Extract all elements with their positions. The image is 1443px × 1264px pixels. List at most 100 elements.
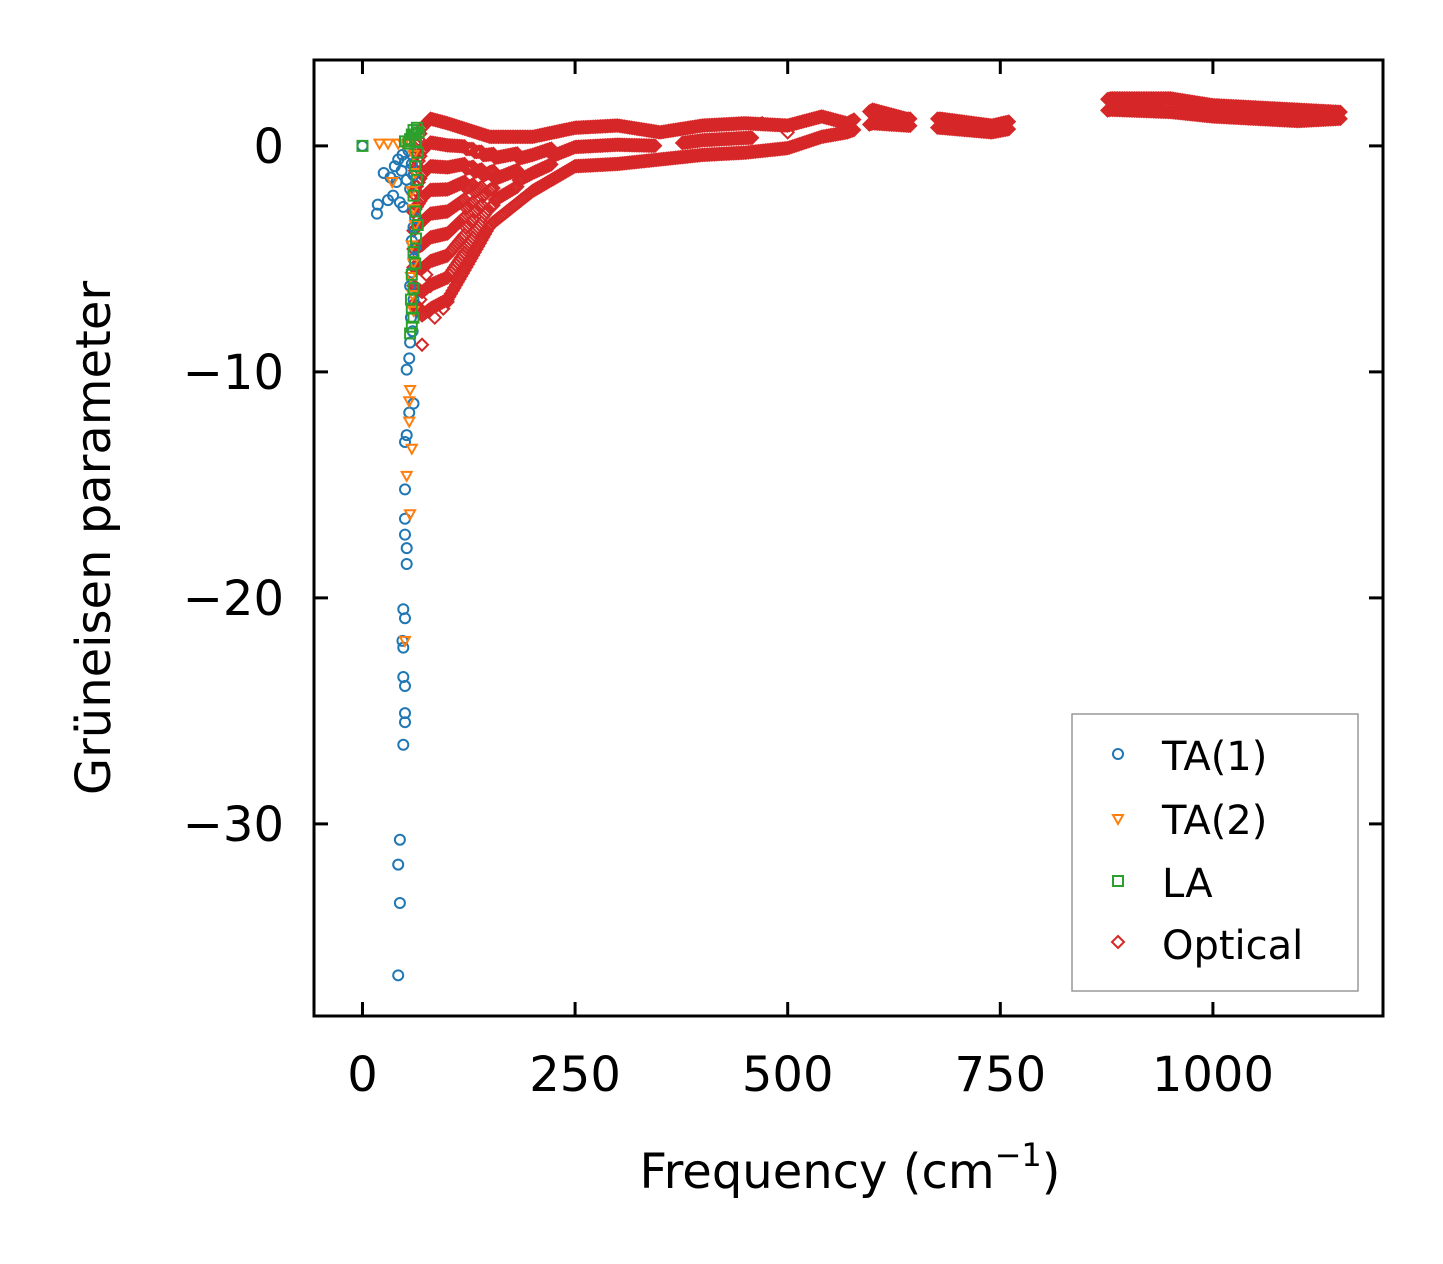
optical-point	[902, 111, 918, 127]
legend-marker-optical	[1110, 934, 1126, 950]
ta1-point	[398, 680, 411, 693]
ta1-point	[398, 483, 411, 496]
optical-point	[1331, 104, 1347, 120]
ta2-point	[399, 470, 414, 483]
optical-point	[846, 122, 862, 138]
ta1-point	[392, 858, 405, 871]
ta1-point	[387, 189, 400, 202]
legend-label-ta2: TA(2)	[1161, 798, 1267, 844]
ta1-point	[398, 528, 411, 541]
ta2-point	[398, 635, 412, 648]
optical-point	[469, 144, 484, 160]
la-point	[405, 320, 418, 333]
la-point	[409, 205, 422, 218]
optical-point	[846, 112, 862, 128]
optical-point	[1333, 111, 1348, 127]
la-point	[411, 218, 424, 231]
ta1-point	[400, 363, 413, 376]
legend-label-la: LA	[1162, 861, 1213, 907]
x-tick-label: 250	[529, 1047, 621, 1103]
optical-point	[452, 138, 467, 154]
ta2-point	[372, 138, 387, 151]
ta1-point	[400, 429, 413, 442]
optical-point	[901, 111, 916, 127]
y-tick-label: 0	[253, 119, 284, 175]
legend: TA(1) TA(2) LA Optical	[1071, 713, 1359, 992]
data-layer	[356, 91, 1348, 982]
optical-point	[480, 147, 496, 163]
optical-point	[899, 111, 915, 127]
la-point	[356, 139, 369, 152]
y-tick-label: −30	[183, 797, 284, 853]
x-axis-title-close: )	[1042, 1144, 1061, 1200]
ta2-point	[402, 396, 416, 409]
optical-point	[1001, 121, 1017, 137]
optical-point	[1001, 114, 1017, 130]
optical-point	[427, 310, 443, 326]
la-point	[407, 189, 420, 202]
optical-point	[902, 118, 918, 134]
y-tick-label: −10	[183, 345, 284, 401]
ta1-point	[398, 435, 411, 448]
la-point	[405, 268, 418, 281]
y-tick-label: −20	[183, 571, 284, 627]
optical-point	[744, 130, 760, 146]
la-point	[410, 232, 423, 245]
optical-point	[423, 278, 438, 294]
x-axis-title-main: Frequency (cm	[639, 1144, 994, 1200]
ta2-point	[405, 443, 419, 456]
la-point	[409, 257, 422, 270]
ta2-point	[408, 168, 422, 181]
ta2-point	[381, 138, 395, 151]
optical-point	[647, 138, 663, 154]
optical-point	[1231, 106, 1246, 122]
ta1-point	[392, 969, 405, 982]
legend-marker-ta2	[1111, 814, 1125, 827]
legend-marker-la	[1112, 875, 1124, 887]
ta2-point	[404, 271, 418, 285]
legend-frame	[1071, 713, 1359, 992]
optical-point	[479, 147, 495, 163]
ta2-point	[403, 384, 417, 398]
axis-layer	[312, 58, 1385, 1018]
optical-point	[739, 130, 755, 146]
optical-point	[644, 138, 660, 154]
optical-point	[741, 130, 756, 146]
ta1-point	[400, 557, 413, 570]
optical-point	[645, 138, 661, 154]
la-point	[409, 160, 422, 173]
ta1-point	[398, 612, 411, 625]
ta1-point	[398, 716, 411, 729]
x-axis-title-superscript: −1	[995, 1136, 1042, 1174]
ta1-point	[393, 896, 406, 909]
legend-label-ta1: TA(1)	[1161, 734, 1267, 780]
optical-point	[642, 138, 658, 154]
x-tick-label: 0	[347, 1047, 378, 1103]
x-tick-label: 500	[742, 1047, 834, 1103]
ta1-point	[371, 198, 384, 211]
x-tick-label: 750	[954, 1047, 1046, 1103]
la-point	[411, 146, 424, 159]
optical-point	[742, 130, 758, 146]
la-point	[410, 135, 423, 148]
ta1-point	[393, 833, 406, 846]
optical-point	[414, 337, 430, 353]
la-point	[410, 173, 423, 186]
optical-point	[754, 115, 770, 131]
ta1-point	[403, 352, 416, 365]
optical-point	[460, 141, 476, 157]
optical-point	[543, 156, 559, 172]
ta2-point	[385, 177, 399, 190]
tick-layer: 0 250 500 750 1000 0 −10 −20 −30	[183, 60, 1383, 1103]
optical-point	[1329, 104, 1345, 120]
optical-point	[418, 267, 434, 283]
ta1-point	[400, 542, 413, 555]
optical-point	[486, 180, 501, 196]
plot-frame	[312, 58, 1385, 1018]
optical-point	[994, 118, 1010, 133]
legend-marker-ta1	[1112, 748, 1124, 760]
la-point	[407, 282, 420, 295]
ta1-point	[397, 200, 410, 213]
